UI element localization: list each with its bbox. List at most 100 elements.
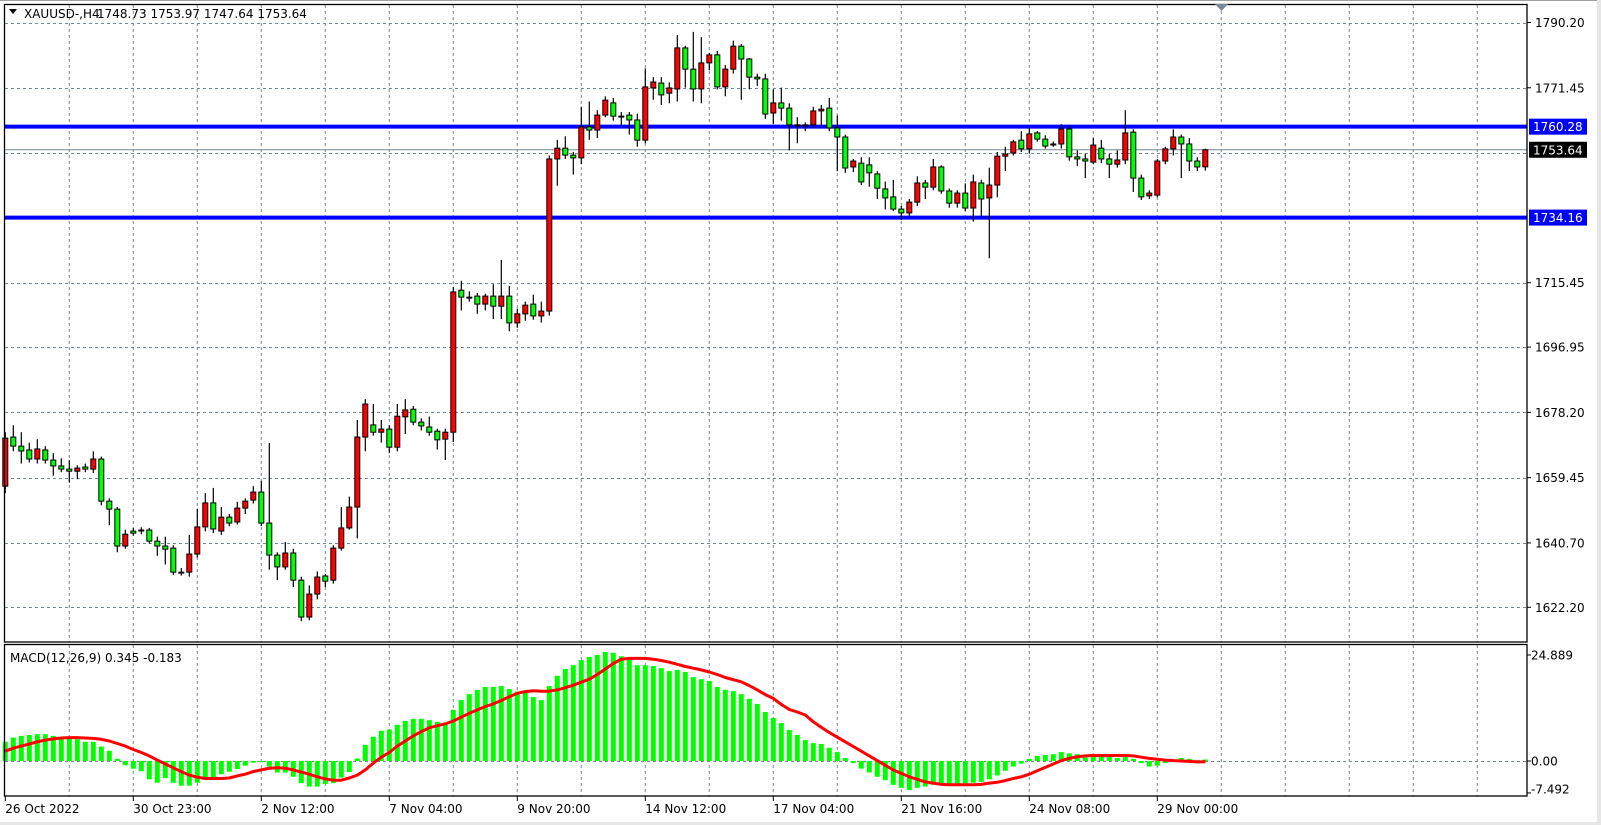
candle — [50, 453, 57, 476]
candle — [818, 104, 825, 126]
window-right-border — [1597, 0, 1601, 825]
symbol-timeframe: XAUUSD-,H4 — [24, 7, 100, 21]
candle-body — [994, 155, 1001, 186]
candle — [490, 284, 497, 320]
macd-histogram-bar — [58, 737, 64, 761]
horizontal-levels[interactable] — [5, 124, 1527, 220]
macd-histogram-bar — [258, 761, 264, 763]
macd-histogram-bar — [874, 761, 880, 777]
candle-body — [634, 119, 641, 141]
macd-histogram-bar — [114, 758, 120, 761]
price-axis-label: 1678.20 — [1535, 406, 1585, 420]
macd-histogram-bar — [1090, 755, 1096, 761]
candle — [10, 425, 17, 452]
candle — [530, 294, 537, 320]
price-axis-label: 1696.95 — [1535, 341, 1585, 355]
time-axis-label: 14 Nov 12:00 — [645, 802, 726, 816]
candle-body — [1130, 131, 1137, 179]
candle — [1170, 129, 1177, 156]
price-axis-label: 1659.45 — [1535, 471, 1585, 485]
candle — [634, 113, 641, 147]
price-axis-label: 1715.45 — [1535, 276, 1585, 290]
candle — [146, 527, 153, 544]
candle-body — [426, 426, 433, 433]
macd-histogram-bar — [674, 669, 680, 761]
candle-body — [850, 160, 857, 168]
price-axis-label: 1640.70 — [1535, 536, 1585, 550]
candle-body — [466, 296, 473, 299]
candle-body — [58, 465, 65, 470]
candle-body — [482, 295, 489, 305]
candle — [1186, 138, 1193, 172]
candle — [922, 179, 929, 199]
candle — [450, 287, 457, 442]
candle — [402, 399, 409, 434]
macd-histogram-bar — [122, 761, 128, 766]
macd-histogram-bar — [970, 761, 976, 783]
candle-body — [1050, 143, 1057, 146]
candle-body — [306, 593, 313, 618]
candle — [626, 111, 633, 135]
macd-histogram-bar — [1162, 761, 1168, 764]
macd-histogram-bar — [106, 750, 112, 761]
collapse-triangle-icon[interactable] — [9, 9, 17, 14]
macd-histogram-bar — [482, 686, 488, 761]
candle-body — [1138, 177, 1145, 198]
candle — [930, 158, 937, 191]
candle — [514, 308, 521, 328]
macd-histogram-bar — [66, 738, 72, 761]
macd-histogram-bar — [706, 680, 712, 761]
macd-histogram-bar — [762, 712, 768, 761]
candle-body — [178, 571, 185, 574]
macd-histogram-bar — [546, 686, 552, 761]
candle — [802, 122, 809, 132]
candle-body — [1042, 138, 1049, 147]
macd-panel-frame — [3, 643, 1528, 797]
candle — [1098, 139, 1105, 164]
candle — [482, 293, 489, 311]
macd-histogram-bar — [530, 697, 536, 761]
macd-histogram-bar — [450, 709, 456, 761]
candle — [98, 456, 105, 506]
candle — [130, 527, 137, 536]
chart-shift-marker-icon[interactable] — [1215, 4, 1228, 11]
macd-histogram-bar — [266, 761, 272, 767]
time-axis-label: 24 Nov 08:00 — [1029, 802, 1110, 816]
candle — [794, 117, 801, 144]
candle — [362, 399, 369, 452]
candle-body — [642, 86, 649, 141]
candle-body — [522, 304, 529, 315]
candle-body — [618, 115, 625, 118]
candle-body — [498, 295, 505, 307]
candle — [1114, 150, 1121, 168]
candle-body — [754, 76, 761, 80]
macd-histogram-bar — [178, 761, 184, 786]
candle-body — [1194, 160, 1201, 168]
candle-body — [834, 127, 841, 138]
candle-body — [154, 540, 161, 547]
candle-body — [338, 527, 345, 549]
candle — [986, 167, 993, 259]
candle — [194, 508, 201, 558]
candle — [434, 428, 441, 450]
candle — [842, 134, 849, 173]
macd-series — [2, 651, 1208, 790]
candle-body — [1202, 149, 1209, 168]
candle — [778, 87, 785, 121]
candle — [1066, 125, 1073, 161]
candle — [890, 179, 897, 212]
macd-histogram-bar — [1138, 761, 1144, 764]
candle — [946, 188, 953, 208]
candle-body — [2, 437, 9, 487]
candle — [210, 487, 217, 534]
candle — [354, 420, 361, 539]
candle-body — [114, 508, 121, 547]
candle — [1194, 157, 1201, 172]
candle — [106, 498, 113, 526]
macd-histogram-bar — [394, 724, 400, 761]
macd-histogram-bar — [770, 717, 776, 761]
candle-body — [298, 579, 305, 618]
macd-histogram-bar — [650, 666, 656, 761]
candle-body — [858, 162, 865, 183]
